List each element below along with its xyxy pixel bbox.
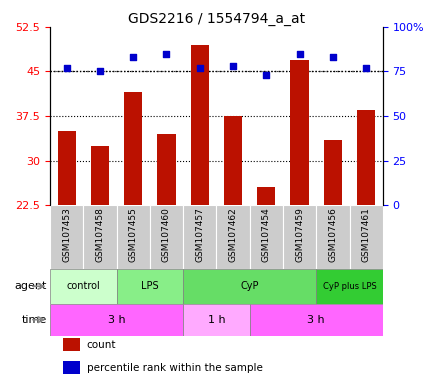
Point: [362, 65, 369, 71]
Point: [329, 54, 335, 60]
Bar: [116, 205, 149, 269]
Bar: [63, 338, 80, 351]
Bar: [183, 304, 249, 336]
Bar: [249, 205, 283, 269]
Text: GSM107462: GSM107462: [228, 207, 237, 262]
Text: GSM107456: GSM107456: [328, 207, 337, 262]
Text: GSM107461: GSM107461: [361, 207, 370, 262]
Bar: [290, 60, 308, 205]
Bar: [224, 116, 242, 205]
Text: GSM107453: GSM107453: [62, 207, 71, 262]
Bar: [50, 205, 83, 269]
Bar: [183, 205, 216, 269]
Point: [96, 68, 103, 74]
Bar: [283, 205, 316, 269]
Text: 1 h: 1 h: [207, 315, 225, 325]
Bar: [157, 134, 175, 205]
Text: count: count: [86, 339, 116, 349]
Point: [63, 65, 70, 71]
Text: GSM107454: GSM107454: [261, 207, 270, 262]
Text: LPS: LPS: [141, 281, 158, 291]
Bar: [249, 304, 382, 336]
Bar: [116, 269, 183, 304]
Text: GSM107460: GSM107460: [161, 207, 171, 262]
Bar: [124, 92, 142, 205]
Point: [262, 72, 269, 78]
Bar: [57, 131, 76, 205]
Bar: [316, 205, 349, 269]
Bar: [91, 146, 109, 205]
Text: GSM107459: GSM107459: [294, 207, 303, 262]
Text: GSM107458: GSM107458: [95, 207, 104, 262]
Text: GSM107457: GSM107457: [195, 207, 204, 262]
Point: [163, 51, 170, 57]
Text: agent: agent: [14, 281, 46, 291]
Text: 3 h: 3 h: [108, 315, 125, 325]
Bar: [216, 205, 249, 269]
Text: control: control: [66, 281, 100, 291]
Point: [229, 63, 236, 69]
Bar: [183, 269, 316, 304]
Point: [296, 51, 302, 57]
Bar: [50, 269, 116, 304]
Text: 3 h: 3 h: [307, 315, 324, 325]
Bar: [356, 110, 375, 205]
Bar: [349, 205, 382, 269]
Text: CyP: CyP: [240, 281, 258, 291]
Text: GSM107455: GSM107455: [128, 207, 138, 262]
Point: [196, 65, 203, 71]
Title: GDS2216 / 1554794_a_at: GDS2216 / 1554794_a_at: [128, 12, 304, 26]
Text: time: time: [21, 315, 46, 325]
Bar: [50, 304, 183, 336]
Point: [129, 54, 136, 60]
Bar: [149, 205, 183, 269]
Text: percentile rank within the sample: percentile rank within the sample: [86, 362, 262, 373]
Text: CyP plus LPS: CyP plus LPS: [322, 282, 375, 291]
Bar: [316, 269, 382, 304]
Bar: [83, 205, 116, 269]
Bar: [256, 187, 275, 205]
Bar: [63, 361, 80, 374]
Bar: [323, 140, 341, 205]
Bar: [190, 45, 208, 205]
